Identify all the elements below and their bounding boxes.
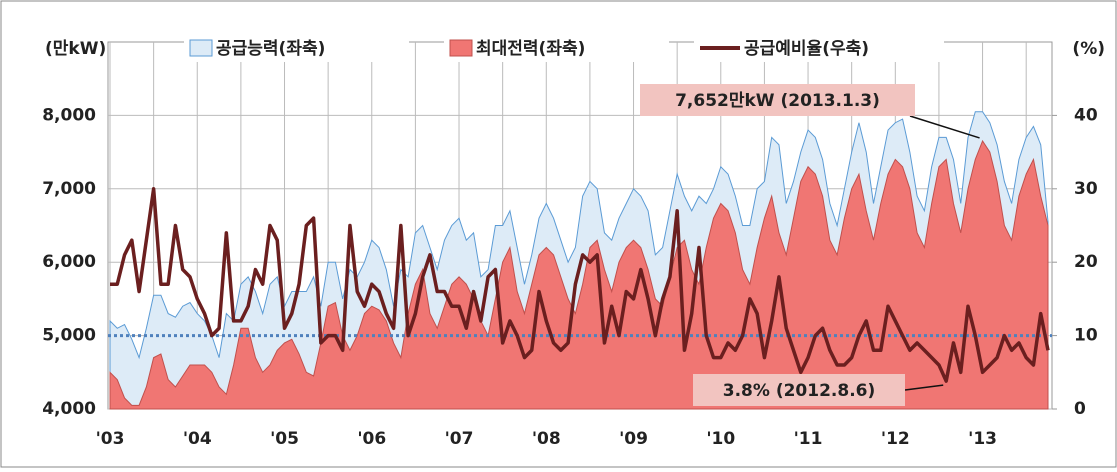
annotation-arrow [904,384,944,391]
x-tick-label: '12 [881,429,910,449]
legend-bg [444,34,669,62]
y-tick-label: 5,000 [42,326,96,346]
x-tick-label: '06 [357,429,386,449]
y2-tick-label: 40 [1074,105,1098,125]
y2-tick-label: 20 [1074,252,1098,272]
x-tick-label: '08 [532,429,561,449]
x-tick-label: '07 [445,429,474,449]
y-tick-label: 7,000 [42,179,96,199]
legend-label: 공급예비율(우축) [744,39,869,59]
legend-label: 최대전력(좌축) [476,39,585,59]
x-tick-label: '09 [619,429,648,449]
x-tick-label: '04 [183,429,212,449]
y2-tick-label: 30 [1074,179,1098,199]
y-tick-label: 4,000 [42,399,96,419]
annotation-box [693,374,905,406]
y2-tick-label: 0 [1074,399,1086,419]
line [110,187,1050,383]
x-tick-label: '10 [706,429,735,449]
annotation-arrow [909,115,980,139]
y-tick-label: 8,000 [42,105,96,125]
annotation-box [640,84,915,116]
x-tick-label: '11 [794,429,823,449]
y2-tick-label: 10 [1074,326,1098,346]
y2-axis-label: (%) [1072,39,1105,59]
legend-swatch [189,39,213,57]
annotation: 7,652만kW (2013.1.3) [675,91,880,111]
x-tick-label: '03 [96,429,125,449]
x-tick-label: '05 [270,429,299,449]
legend-swatch [449,39,473,57]
annotation: 3.8% (2012.8.6) [723,381,876,401]
x-tick-label: '13 [968,429,997,449]
legend-label: 공급능력(좌축) [216,39,325,59]
y-tick-label: 6,000 [42,252,96,272]
legend-bg [184,34,409,62]
y-axis-label: (만kW) [45,39,106,59]
